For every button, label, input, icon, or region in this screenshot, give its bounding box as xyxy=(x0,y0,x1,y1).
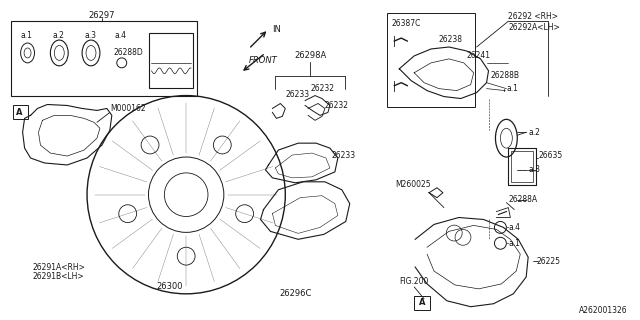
Text: 26238: 26238 xyxy=(439,35,463,44)
Text: IN: IN xyxy=(273,25,282,34)
Bar xyxy=(150,33,193,88)
Bar xyxy=(511,151,533,182)
Text: 26292A<LH>: 26292A<LH> xyxy=(508,23,560,32)
Text: 26241: 26241 xyxy=(467,52,491,60)
Text: a.4: a.4 xyxy=(115,31,127,40)
Text: 26233: 26233 xyxy=(285,90,309,99)
Text: a.4: a.4 xyxy=(508,223,520,232)
Bar xyxy=(13,106,28,119)
Text: a.1: a.1 xyxy=(506,84,518,93)
Text: a.1: a.1 xyxy=(20,31,33,40)
Text: 26296C: 26296C xyxy=(279,289,312,298)
Text: 26232: 26232 xyxy=(310,84,334,93)
Text: 26635: 26635 xyxy=(538,150,563,160)
Text: a.2: a.2 xyxy=(528,128,540,137)
Text: A: A xyxy=(17,108,23,117)
Text: FIG.200: FIG.200 xyxy=(399,277,429,286)
Text: 26292 <RH>: 26292 <RH> xyxy=(508,12,558,21)
Text: 26232: 26232 xyxy=(325,101,349,110)
Text: a.2: a.2 xyxy=(52,31,64,40)
Text: 26233: 26233 xyxy=(332,150,356,160)
Text: 26387C: 26387C xyxy=(392,19,420,28)
Text: a.1: a.1 xyxy=(508,239,520,248)
Text: a.3: a.3 xyxy=(528,165,540,174)
Text: FRONT: FRONT xyxy=(248,56,277,65)
Text: M000162: M000162 xyxy=(110,104,145,113)
Text: 26288B: 26288B xyxy=(490,71,520,80)
Text: 26291A<RH>: 26291A<RH> xyxy=(33,263,85,272)
Text: A: A xyxy=(419,298,426,307)
Text: M260025: M260025 xyxy=(396,180,431,189)
Bar xyxy=(414,296,430,310)
Text: 26297: 26297 xyxy=(89,11,115,20)
Text: A262001326: A262001326 xyxy=(579,306,627,315)
Text: 26298A: 26298A xyxy=(294,52,326,60)
Text: 26300: 26300 xyxy=(156,282,183,292)
Text: 26291B<LH>: 26291B<LH> xyxy=(33,272,84,282)
Text: a.3: a.3 xyxy=(84,31,96,40)
Bar xyxy=(11,21,197,96)
Text: 26288D: 26288D xyxy=(114,48,143,57)
Text: 26225: 26225 xyxy=(536,257,560,266)
Text: 26288A: 26288A xyxy=(508,195,538,204)
Bar xyxy=(387,13,475,108)
